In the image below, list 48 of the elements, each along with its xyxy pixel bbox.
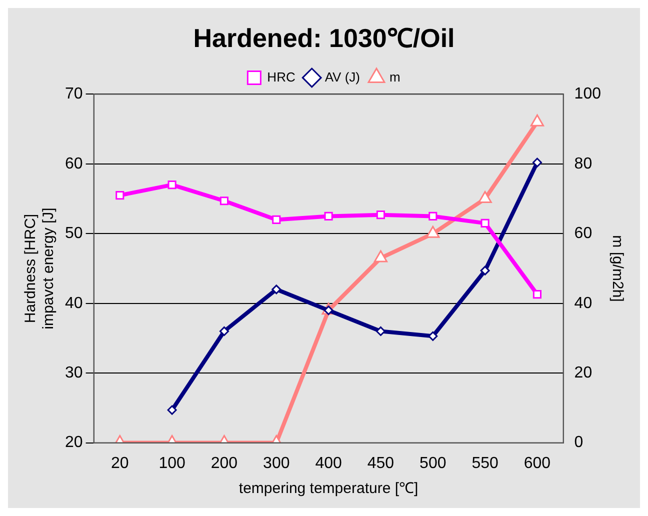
y-tick-label: 30 xyxy=(65,364,83,382)
point xyxy=(532,290,542,299)
y-tick-label: 40 xyxy=(65,294,83,312)
y-tick-label: 20 xyxy=(65,434,83,452)
point xyxy=(374,250,388,262)
x-tick-label: 450 xyxy=(367,454,394,472)
y2-axis-title: m [g/m2h] xyxy=(608,235,626,302)
point xyxy=(478,191,492,204)
x-axis-title: tempering temperature [℃] xyxy=(238,480,418,498)
x-tick-label: 20 xyxy=(110,454,129,472)
y2-tick-label: 80 xyxy=(574,155,592,172)
point xyxy=(219,326,229,336)
point xyxy=(428,212,438,220)
x-tick-label: 200 xyxy=(210,454,238,472)
y-axis-title: Hardness [HRC] impavct energy [J] xyxy=(22,208,58,330)
x-tick-label: 550 xyxy=(472,454,498,472)
point xyxy=(272,284,282,294)
point xyxy=(272,215,281,224)
point xyxy=(168,180,176,190)
point xyxy=(376,326,386,336)
chart-title: Hardened: 1030℃/Oil xyxy=(193,22,455,53)
x-tick-label: 600 xyxy=(524,454,551,472)
point xyxy=(220,196,228,206)
y-tick-label: 50 xyxy=(65,225,83,242)
y-tick-label: 60 xyxy=(65,155,83,172)
legend-label: HRC xyxy=(267,69,296,84)
point xyxy=(532,158,542,168)
point xyxy=(530,114,544,126)
point xyxy=(480,218,490,228)
point xyxy=(376,210,386,220)
point xyxy=(167,405,177,415)
x-tick-label: 400 xyxy=(315,454,342,472)
point xyxy=(116,191,124,200)
point xyxy=(428,331,438,341)
x-tick-label: 300 xyxy=(263,454,290,472)
y-tick-label: 70 xyxy=(65,86,83,103)
y2-tick-label: 40 xyxy=(574,294,592,312)
y2-tick-label: 20 xyxy=(574,364,592,382)
x-tick-label: 100 xyxy=(158,454,186,472)
point xyxy=(480,266,490,276)
y2-tick-label: 60 xyxy=(574,225,592,242)
legend-label: m xyxy=(389,69,400,84)
legend-label: AV (J) xyxy=(324,69,360,84)
y2-tick-label: 100 xyxy=(574,86,602,103)
point xyxy=(426,226,440,238)
point xyxy=(324,212,333,220)
x-tick-label: 500 xyxy=(420,454,446,472)
y2-tick-label: 0 xyxy=(574,434,584,452)
